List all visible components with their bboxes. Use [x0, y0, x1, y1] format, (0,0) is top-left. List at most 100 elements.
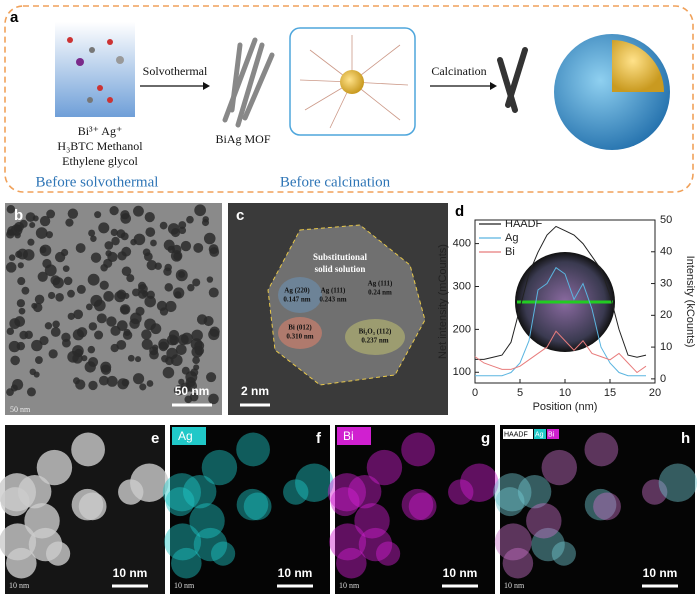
ag-domain	[278, 277, 322, 313]
nanoparticle	[329, 523, 367, 561]
channel-label: Bi	[548, 431, 555, 438]
nanoparticle	[208, 287, 219, 298]
legend-label: Ag	[505, 232, 518, 244]
nanoparticle	[167, 223, 180, 235]
nanoparticle	[47, 291, 56, 300]
nanoparticle	[10, 355, 20, 366]
x-tick-label: 5	[517, 387, 523, 399]
nanoparticle	[26, 387, 36, 397]
arrowhead	[203, 82, 210, 90]
nanoparticle	[116, 339, 127, 350]
nanoparticle	[366, 449, 403, 486]
panel-label: e	[151, 430, 159, 447]
nanoparticle	[39, 335, 49, 346]
nanoparticle	[6, 229, 14, 236]
channel-label: HAADF	[504, 431, 528, 438]
nanoparticle	[67, 208, 79, 219]
x-tick-label: 0	[472, 387, 478, 399]
stem-image	[335, 425, 495, 594]
nanoparticle	[181, 366, 190, 375]
nanoparticle	[327, 473, 366, 512]
nanoparticle	[180, 240, 192, 252]
nanoparticle	[164, 263, 172, 272]
sphere-cutaway	[612, 40, 664, 92]
corner-scale: 10 nm	[504, 581, 525, 590]
panel-label: d	[455, 203, 464, 220]
lattice-label: 0.147 nm	[283, 296, 310, 304]
nanoparticle	[129, 318, 140, 329]
nanoparticle	[94, 211, 102, 219]
nanoparticle	[110, 228, 118, 237]
nanoparticle	[94, 330, 104, 340]
panel-label: f	[316, 430, 322, 447]
legend-label: Bi	[505, 246, 515, 258]
nanoparticle	[144, 295, 156, 308]
nanoparticle	[541, 449, 577, 486]
precursor: Bi³⁺ Ag⁺	[78, 124, 123, 138]
nanoparticle	[18, 307, 26, 315]
nanoparticle	[295, 463, 334, 502]
nanoparticle	[99, 280, 109, 290]
nanoparticle	[201, 218, 210, 227]
ligands	[299, 35, 409, 129]
series-line	[475, 225, 647, 360]
nanoparticle	[146, 290, 155, 299]
nanoparticle	[88, 229, 96, 237]
nanoparticle	[144, 211, 155, 223]
nanoparticle	[67, 289, 75, 298]
bi-domain	[278, 317, 322, 349]
nanoparticle	[192, 278, 201, 287]
channel-label: Ag	[535, 431, 544, 438]
corner-scale: 10 nm	[9, 581, 30, 590]
nanoparticle	[189, 503, 225, 539]
lattice-label: Ag (220)	[284, 287, 310, 295]
nanoparticle	[72, 377, 80, 385]
channel-badge	[534, 429, 546, 439]
nanoparticle	[34, 294, 45, 305]
nanoparticle	[190, 368, 199, 377]
nanoparticle	[175, 344, 187, 355]
nanoparticle	[31, 339, 43, 352]
nanoparticle	[17, 277, 26, 286]
nanoparticle	[133, 205, 144, 217]
x-tick-label: 15	[604, 387, 616, 399]
y-tick-label: 300	[453, 280, 471, 292]
series-line	[474, 330, 647, 374]
nanoparticle	[336, 547, 367, 579]
scale-label: 10 nm	[443, 566, 478, 580]
nanoparticle	[8, 254, 16, 261]
nanoparticle	[110, 343, 119, 353]
nanoparticle	[187, 283, 195, 292]
y-tick-label: 400	[453, 237, 471, 249]
nanoparticle	[46, 209, 56, 219]
nanoparticle	[90, 294, 103, 307]
y2-tick-label: 0	[660, 373, 666, 385]
lattice-label: 0.243 nm	[319, 296, 346, 304]
nanoparticle	[21, 286, 30, 295]
nanoparticle	[52, 320, 60, 328]
nanoparticle	[35, 227, 48, 239]
nanoparticle	[142, 248, 151, 257]
nanoparticle	[146, 259, 157, 271]
nanoparticle	[531, 527, 565, 562]
nanoparticle	[347, 474, 382, 509]
nanoparticle	[165, 300, 177, 313]
nanoparticle	[17, 262, 24, 269]
nanoparticle	[208, 393, 219, 405]
nanoparticle	[72, 329, 84, 341]
nanoparticle	[133, 233, 146, 246]
nanoparticle	[159, 221, 168, 230]
nanoparticle	[90, 252, 102, 263]
corner-scale: 10 nm	[174, 581, 195, 590]
nanoparticle	[98, 375, 109, 386]
nanoparticle	[126, 274, 135, 283]
nanoparticle	[408, 492, 437, 521]
panel-label: h	[681, 430, 690, 447]
nanoparticle	[22, 249, 35, 261]
nanoparticle	[100, 361, 112, 373]
nanoparticle	[14, 316, 26, 327]
y2-tick-label: 10	[660, 341, 672, 353]
nanoparticle	[358, 527, 393, 562]
lattice-label: 0.24 nm	[368, 289, 392, 297]
step-label: Calcination	[431, 64, 486, 78]
